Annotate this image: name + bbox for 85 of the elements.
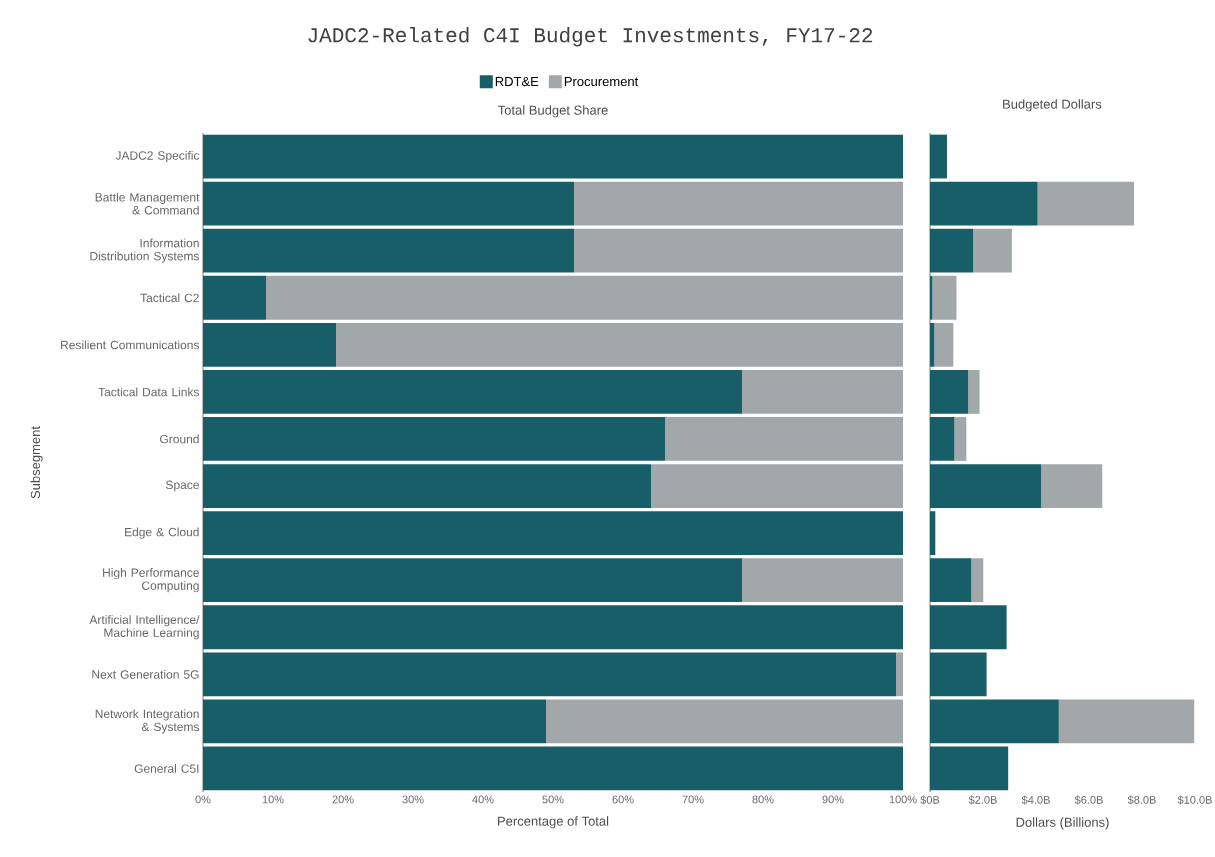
bar [203, 699, 547, 744]
x-tick-label: 100% [889, 795, 917, 804]
bar [930, 605, 1007, 650]
y-tick-label: Ground [160, 434, 199, 444]
bar [930, 558, 972, 603]
bar [546, 699, 904, 744]
x-tick-label: 0% [195, 795, 211, 804]
bar [203, 464, 652, 508]
y-tick-label: Information Distribution Systems [90, 238, 200, 263]
x-axis-title: Dollars (Billions) [1016, 817, 1109, 830]
bar [203, 181, 574, 226]
bar [203, 558, 743, 603]
bar [336, 322, 904, 367]
legend-label: Procurement [564, 77, 639, 87]
bar [930, 181, 1038, 226]
bar [203, 275, 266, 320]
bar [203, 746, 904, 791]
y-tick-label: Edge & Cloud [125, 527, 199, 539]
y-tick-label: Battle Management & Command [95, 192, 200, 215]
legend-label: RDT&E [495, 77, 539, 87]
bar [930, 134, 947, 179]
x-tick-label: 10% [262, 795, 284, 804]
chart-title: JADC2-Related C4I Budget Investments, FY17-22 [308, 26, 873, 47]
y-tick-label: Tactical C2 [140, 293, 199, 303]
x-tick-label: 40% [472, 795, 494, 804]
bar [651, 464, 904, 508]
bar [203, 417, 666, 461]
x-tick-label: 30% [402, 795, 424, 804]
bar [203, 511, 904, 555]
x-tick-label: 70% [682, 795, 704, 804]
x-tick-label: $8.0B [1127, 795, 1156, 805]
x-tick-label: 60% [612, 795, 634, 804]
y-tick-label: General C5I [134, 764, 199, 773]
y-tick-label: Next Generation 5G [92, 669, 199, 679]
bar [930, 417, 955, 461]
x-tick-label: $6.0B [1074, 795, 1103, 805]
bar [934, 322, 954, 367]
bar [574, 228, 904, 273]
y-tick-label: High Performance Computing [103, 568, 199, 593]
x-tick-label: $4.0B [1021, 795, 1050, 805]
x-tick-label: 80% [752, 795, 774, 804]
bar [203, 134, 904, 179]
bar [930, 228, 974, 273]
bar [203, 370, 743, 414]
bar [266, 275, 904, 320]
bar [742, 558, 904, 603]
bar [203, 228, 574, 273]
bar [1041, 464, 1103, 508]
x-tick-label: $2.0B [968, 795, 997, 805]
bar [742, 370, 904, 414]
bar [203, 322, 336, 367]
bar [930, 370, 969, 414]
y-tick-label: Resilient Communications [61, 340, 199, 350]
bar [932, 275, 957, 320]
x-tick-label: $0B [920, 795, 940, 805]
bar [203, 652, 897, 697]
y-tick-label: Tactical Data Links [98, 387, 200, 397]
x-tick-label: 20% [332, 795, 354, 804]
bar [896, 652, 904, 697]
bar [930, 746, 1009, 791]
y-axis-title: Subsegment [30, 426, 43, 499]
bar [930, 699, 1059, 744]
bar [574, 181, 904, 226]
bar [973, 228, 1012, 273]
bar [1037, 181, 1135, 226]
x-tick-label: 50% [542, 795, 564, 804]
bar [1058, 699, 1195, 744]
bar [665, 417, 904, 461]
bar [930, 652, 987, 697]
x-axis-title: Percentage of Total [498, 816, 609, 829]
bar [968, 370, 980, 414]
bar [971, 558, 984, 603]
y-tick-label: Space [165, 480, 199, 492]
bar [203, 605, 904, 650]
y-tick-label: JADC2 Specific [115, 150, 200, 163]
bar [930, 511, 936, 555]
bar [930, 322, 935, 367]
y-tick-label: Network Integration & Systems [95, 709, 200, 734]
y-tick-label: Artificial Intelligence/ Machine Learning [89, 615, 200, 640]
bar [954, 417, 967, 461]
chart-subtitle: Total Budget Share [498, 105, 608, 118]
x-tick-label: 90% [822, 795, 844, 804]
x-tick-label: $10.0B [1177, 795, 1212, 805]
bar [930, 464, 1042, 508]
chart-title: Budgeted Dollars [1003, 99, 1102, 112]
